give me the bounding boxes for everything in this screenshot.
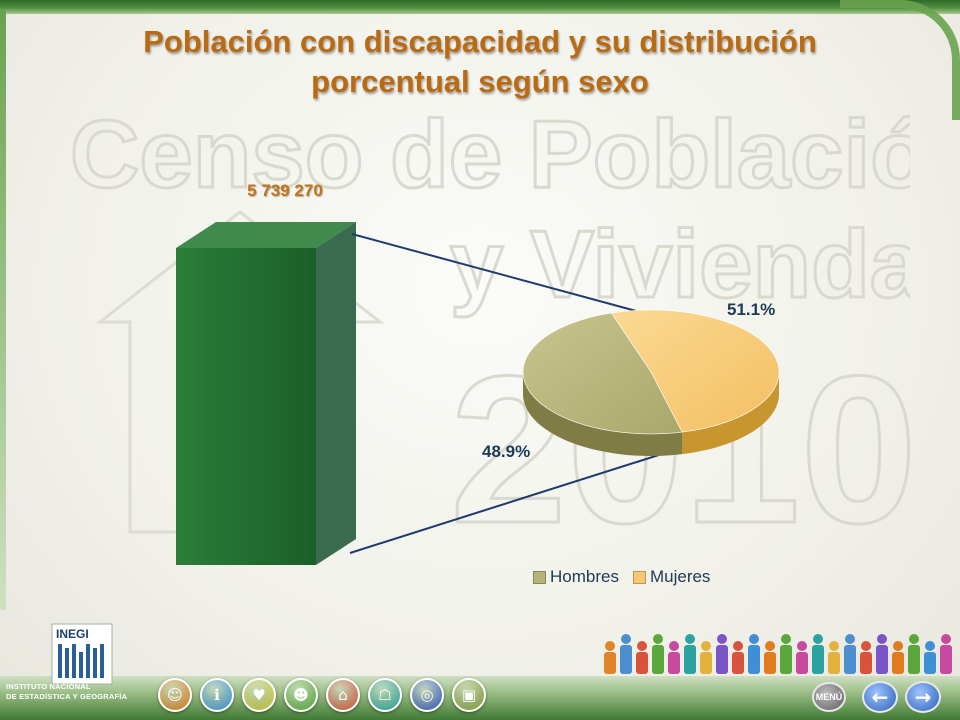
- pie-slice-mujeres: [610, 309, 780, 433]
- inegi-logo: INEGI: [51, 623, 113, 685]
- logo-line-2: DE ESTADÍSTICA Y GEOGRAFÍA: [6, 692, 128, 701]
- logo-caption: INSTITUTO NACIONAL DE ESTADÍSTICA Y GEOG…: [6, 682, 136, 702]
- person-body: [652, 645, 664, 674]
- arrow-left-icon[interactable]: ←: [862, 681, 898, 713]
- watermark-line2: y Vivienda: [450, 211, 910, 318]
- legend-label-hombres: Hombres: [550, 567, 619, 586]
- person-head: [861, 641, 871, 651]
- person-head: [605, 641, 615, 651]
- person-head: [845, 634, 855, 644]
- person-head: [829, 641, 839, 651]
- person-head: [685, 634, 695, 644]
- person-head: [797, 641, 807, 651]
- people-illustration: [604, 634, 952, 674]
- person-head: [813, 634, 823, 644]
- person-body: [636, 652, 648, 674]
- person-head: [669, 641, 679, 651]
- hombres-percent-label: 48.9%: [482, 442, 531, 461]
- person-body: [940, 645, 952, 674]
- person-body: [828, 652, 840, 674]
- connector-line-top: [351, 233, 641, 313]
- person-body: [924, 652, 936, 674]
- slice-side-mujeres: [682, 372, 779, 455]
- person-body: [748, 645, 760, 674]
- legend-swatch-hombres: [533, 570, 546, 584]
- legend-item-hombres: Hombres: [533, 567, 619, 587]
- person-body: [700, 652, 712, 674]
- person-body: [764, 652, 776, 674]
- person-body: [812, 645, 824, 674]
- top-right-curve: [840, 0, 960, 120]
- connector-line-bottom: [349, 439, 707, 554]
- top-band: [0, 0, 960, 14]
- legend-item-mujeres: Mujeres: [632, 567, 711, 587]
- person-body: [620, 645, 632, 674]
- person-body: [716, 645, 728, 674]
- footer-nav-icons: ☺ ℹ ♥ ☻ ⌂ ☖ ◎ ▣: [158, 678, 486, 718]
- person-head: [893, 641, 903, 651]
- person-head: [877, 634, 887, 644]
- family-icon[interactable]: ♥: [242, 678, 276, 712]
- logo-line-1: INSTITUTO NACIONAL: [6, 682, 91, 691]
- person-body: [892, 652, 904, 674]
- title-line-1: Población con discapacidad y su distribu…: [143, 24, 817, 59]
- slice-side-hombres: [523, 372, 683, 456]
- person-head: [749, 634, 759, 644]
- arrow-right-icon[interactable]: →: [905, 681, 941, 713]
- person-body: [844, 645, 856, 674]
- legend-swatch-mujeres: [632, 570, 646, 584]
- legend-label-mujeres: Mujeres: [649, 567, 711, 586]
- person-body: [668, 652, 680, 674]
- home-icon[interactable]: ⌂: [326, 678, 360, 712]
- menu-button[interactable]: MENÚ: [812, 682, 846, 712]
- house-icon[interactable]: ☖: [368, 678, 402, 712]
- bar-stack: [176, 222, 356, 565]
- person-head: [701, 641, 711, 651]
- population-icon[interactable]: ☺: [158, 678, 192, 712]
- person-head: [909, 634, 919, 644]
- person-body: [732, 652, 744, 674]
- bar-value-label: 5 739 270: [247, 181, 323, 200]
- person-body: [796, 652, 808, 674]
- person-head: [733, 641, 743, 651]
- bar-total-population: [176, 248, 316, 565]
- person-body: [860, 652, 872, 674]
- person-head: [765, 641, 775, 651]
- person-body: [908, 645, 920, 674]
- person-head: [781, 634, 791, 644]
- left-accent-line: [0, 10, 6, 610]
- person-head: [653, 634, 663, 644]
- person-head: [717, 634, 727, 644]
- person-head: [925, 641, 935, 651]
- person-body: [604, 652, 616, 674]
- person-head: [637, 641, 647, 651]
- info-icon[interactable]: ℹ: [200, 678, 234, 712]
- people-icon[interactable]: ☻: [284, 678, 318, 712]
- bar-top-face: [176, 222, 356, 248]
- person-body: [876, 645, 888, 674]
- globe-icon[interactable]: ◎: [410, 678, 444, 712]
- pie-chart: [522, 309, 780, 456]
- person-body: [780, 645, 792, 674]
- mujeres-percent-label: 51.1%: [727, 300, 776, 319]
- person-body: [684, 645, 696, 674]
- bar-side-face: [316, 222, 356, 565]
- logo-wordmark: INEGI: [56, 627, 89, 641]
- chart-legend: Hombres Mujeres: [533, 566, 710, 588]
- person-head: [621, 634, 631, 644]
- pie-slice-hombres: [522, 312, 683, 435]
- connector-lines: [349, 233, 707, 554]
- slide-title: Población con discapacidad y su distribu…: [80, 22, 880, 102]
- title-line-2: porcentual según sexo: [311, 64, 649, 99]
- watermark-line1: Censo de Población: [70, 101, 910, 208]
- person-head: [941, 634, 951, 644]
- map-icon[interactable]: ▣: [452, 678, 486, 712]
